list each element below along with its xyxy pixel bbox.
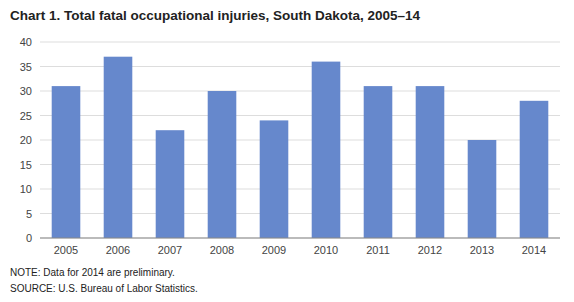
bar bbox=[156, 130, 185, 238]
bar bbox=[260, 120, 289, 238]
grid-line bbox=[40, 238, 560, 239]
y-tick-label: 10 bbox=[20, 183, 32, 195]
bars bbox=[52, 57, 549, 238]
bar bbox=[364, 86, 393, 238]
bar bbox=[416, 86, 445, 238]
bar bbox=[520, 101, 549, 238]
x-tick-label: 2007 bbox=[158, 244, 182, 256]
note: NOTE: Data for 2014 are preliminary. bbox=[10, 267, 175, 278]
x-tick-label: 2005 bbox=[54, 244, 78, 256]
title: Chart 1. Total fatal occupational injuri… bbox=[10, 8, 421, 23]
bar bbox=[208, 91, 237, 238]
y-tick-label: 15 bbox=[20, 159, 32, 171]
bar bbox=[52, 86, 81, 238]
y-tick-label: 5 bbox=[26, 208, 32, 220]
bar bbox=[104, 57, 133, 238]
chart: Chart 1. Total fatal occupational injuri… bbox=[0, 0, 574, 302]
x-tick-label: 2008 bbox=[210, 244, 234, 256]
x-axis-line bbox=[40, 238, 560, 239]
x-tick-label: 2014 bbox=[522, 244, 546, 256]
grid-line bbox=[40, 42, 560, 43]
note: SOURCE: U.S. Bureau of Labor Statistics. bbox=[10, 283, 198, 294]
y-tick-label: 30 bbox=[20, 85, 32, 97]
y-tick-label: 25 bbox=[20, 110, 32, 122]
x-tick-label: 2012 bbox=[418, 244, 442, 256]
y-tick-label: 20 bbox=[20, 134, 32, 146]
bar bbox=[468, 140, 497, 238]
x-tick-label: 2011 bbox=[366, 244, 390, 256]
grid bbox=[40, 42, 560, 238]
x-tick-label: 2013 bbox=[470, 244, 494, 256]
x-tick-label: 2006 bbox=[106, 244, 130, 256]
x-tick-label: 2010 bbox=[314, 244, 338, 256]
y-tick-label: 0 bbox=[26, 232, 32, 244]
x-tick-label: 2009 bbox=[262, 244, 286, 256]
bar bbox=[312, 62, 341, 238]
y-tick-label: 35 bbox=[20, 61, 32, 73]
y-tick-label: 40 bbox=[20, 36, 32, 48]
